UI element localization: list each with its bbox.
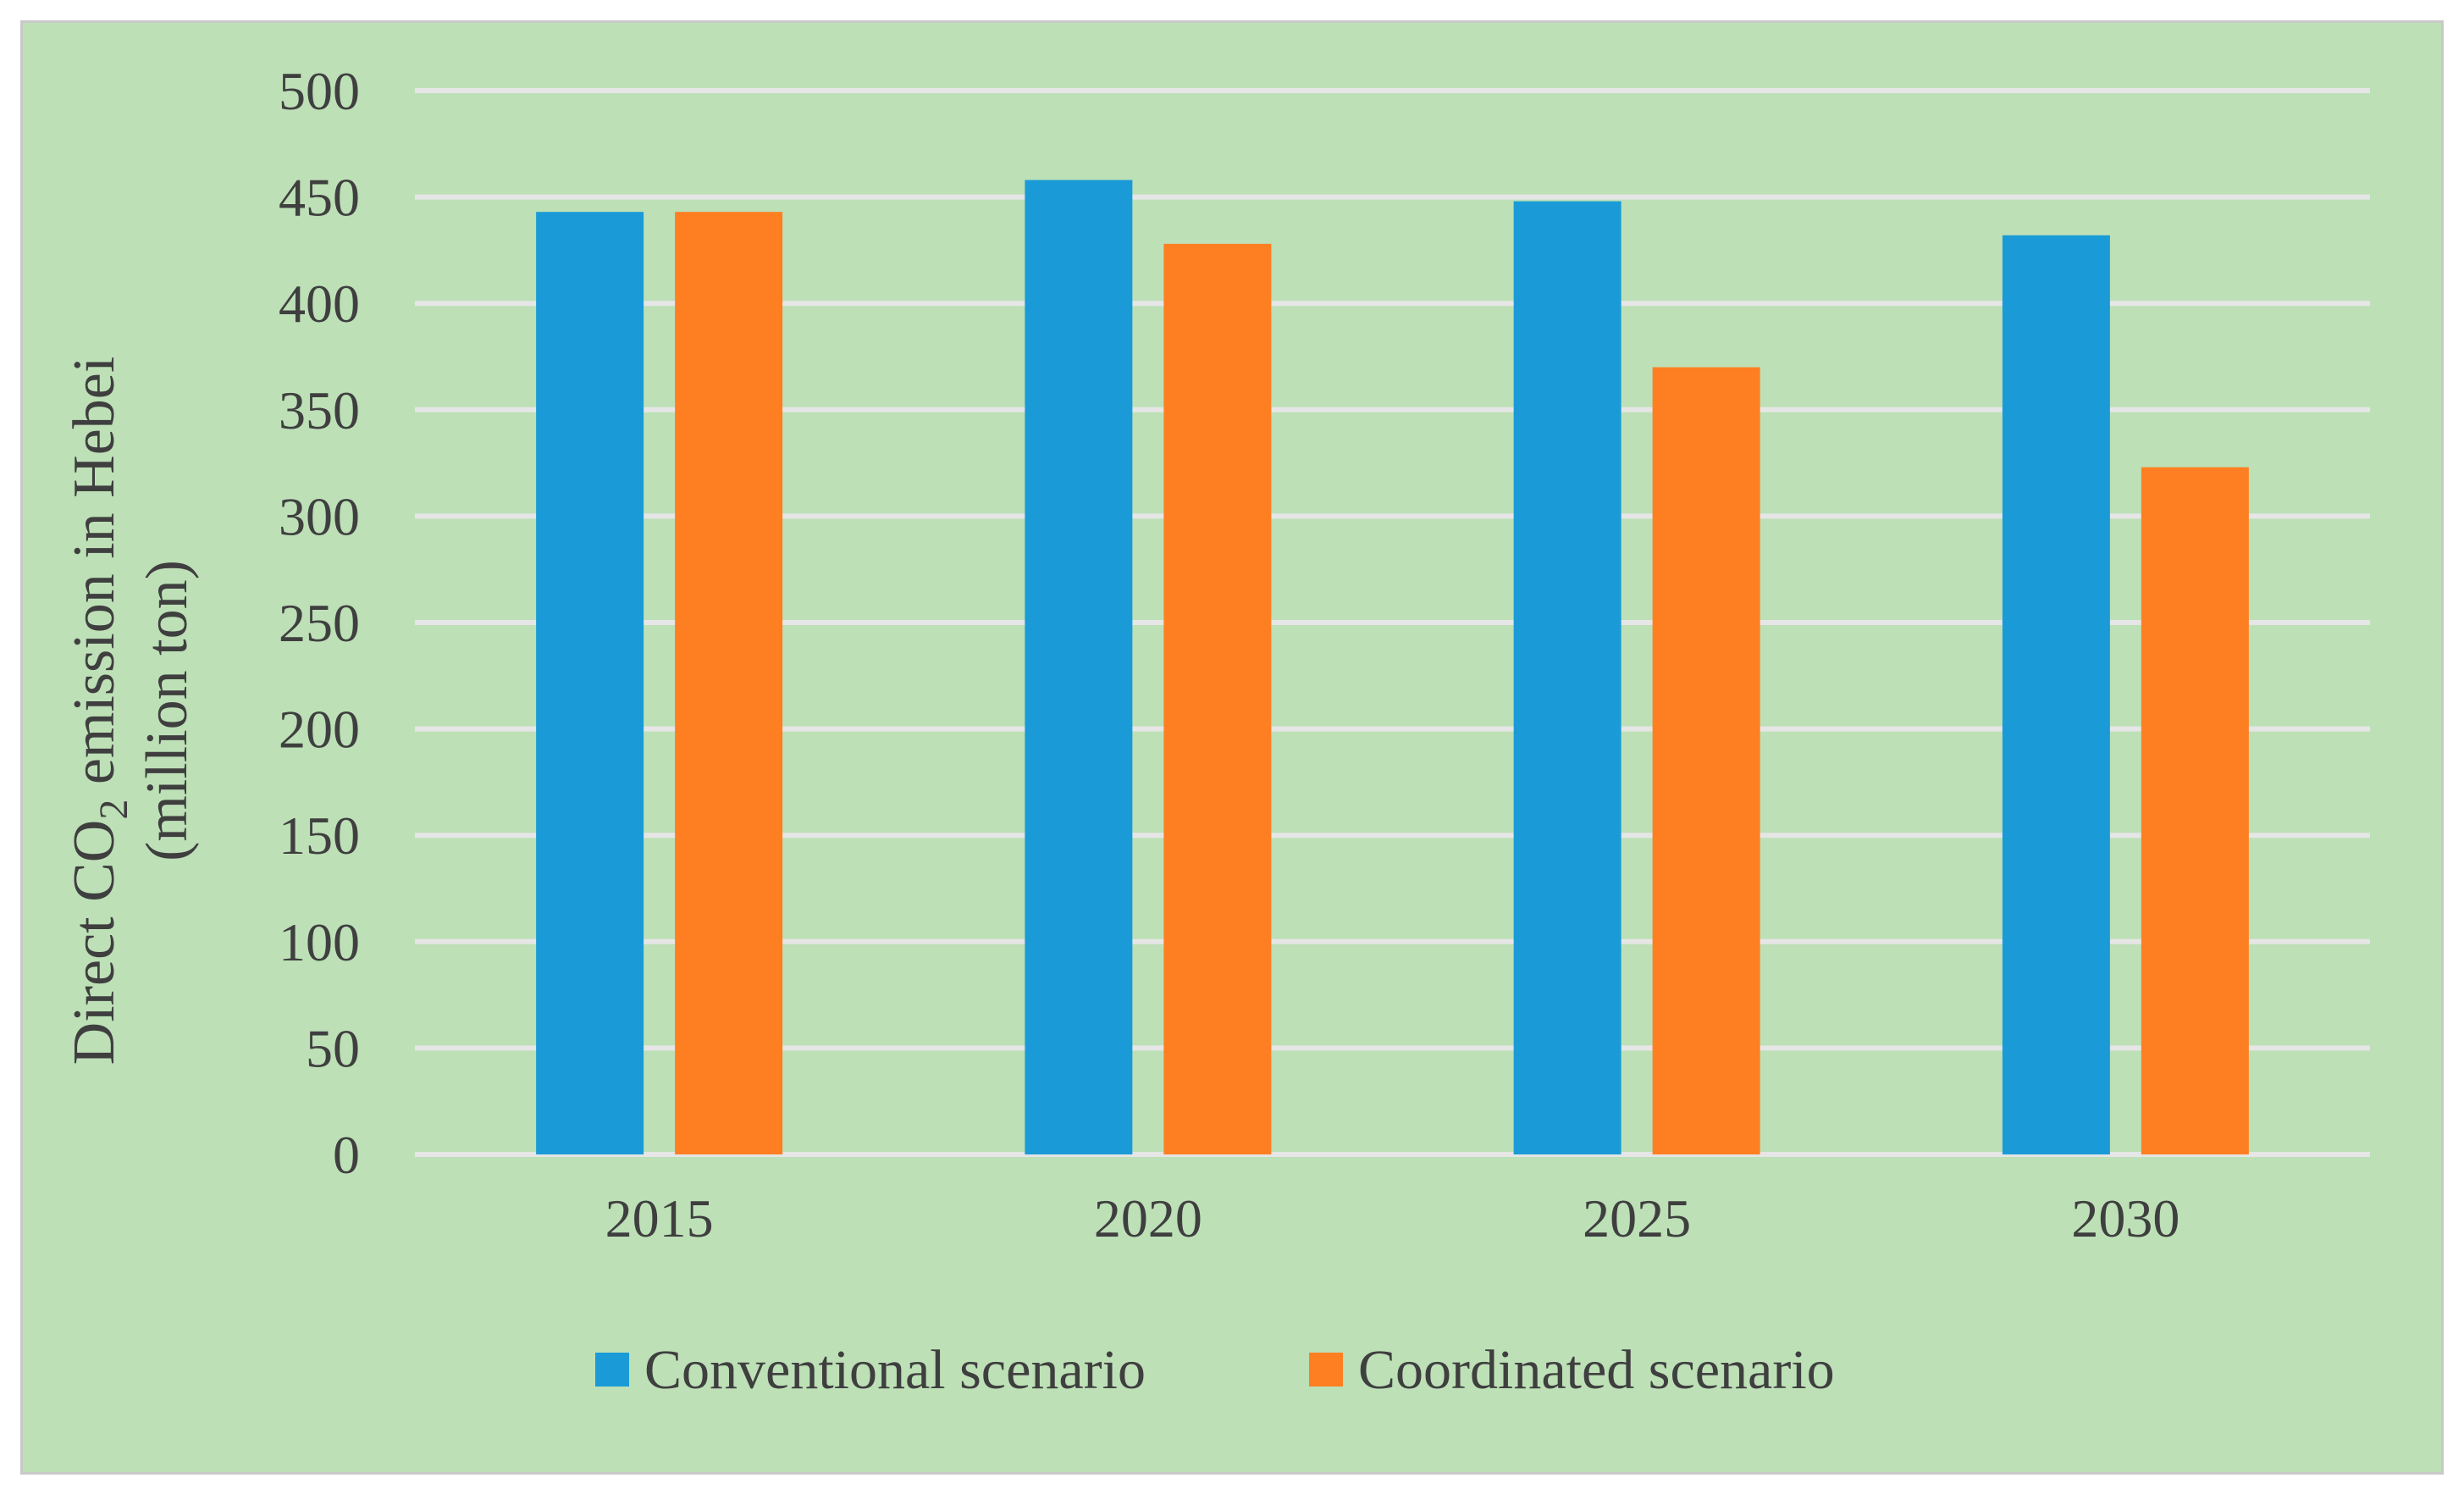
bar-coordinated-2020 bbox=[1163, 243, 1272, 1154]
bar-coordinated-2030 bbox=[2141, 467, 2249, 1154]
bar-coordinated-2025 bbox=[1652, 367, 1760, 1154]
y-axis-title-line2: (million ton) bbox=[135, 560, 200, 861]
x-tick-label: 2020 bbox=[1094, 1188, 1202, 1248]
y-tick-label: 350 bbox=[279, 380, 360, 440]
y-tick-label: 0 bbox=[333, 1125, 360, 1185]
legend-label-coordinated: Coordinated scenario bbox=[1358, 1339, 1835, 1401]
y-tick-label: 50 bbox=[306, 1018, 360, 1078]
y-tick-label: 300 bbox=[279, 486, 360, 546]
y-tick-label: 250 bbox=[279, 593, 360, 653]
bar-conventional-2020 bbox=[1025, 180, 1133, 1154]
y-axis-title-subscript: 2 bbox=[91, 800, 136, 820]
x-tick-label: 2015 bbox=[605, 1188, 714, 1248]
y-tick-label: 100 bbox=[279, 912, 360, 972]
bar-conventional-2025 bbox=[1513, 201, 1621, 1154]
y-tick-label: 150 bbox=[279, 805, 360, 866]
bars bbox=[536, 180, 2249, 1155]
y-tick-label: 500 bbox=[279, 61, 360, 121]
y-axis-title-line1: Direct CO2 emission in Hebei bbox=[62, 357, 136, 1065]
bar-conventional-2015 bbox=[536, 212, 644, 1155]
y-axis-title-suffix: emission in Hebei bbox=[62, 357, 127, 800]
y-axis-title-prefix: Direct CO bbox=[62, 820, 127, 1065]
legend-label-conventional: Conventional scenario bbox=[644, 1339, 1146, 1401]
y-tick-labels: 0 50 100 150 200 250 300 350 400 450 500 bbox=[279, 61, 360, 1185]
y-tick-label: 200 bbox=[279, 700, 360, 760]
chart-frame: 0 50 100 150 200 250 300 350 400 450 500 2015 2020 2… bbox=[20, 20, 2444, 1475]
bar-coordinated-2015 bbox=[675, 212, 783, 1155]
y-tick-label: 450 bbox=[279, 168, 360, 228]
legend-swatch-coordinated bbox=[1309, 1353, 1343, 1387]
legend: Conventional scenario Coordinated scenari… bbox=[595, 1339, 1835, 1401]
legend-swatch-conventional bbox=[595, 1353, 629, 1387]
bar-conventional-2030 bbox=[2002, 235, 2110, 1155]
x-tick-label: 2030 bbox=[2071, 1188, 2179, 1248]
y-tick-label: 400 bbox=[279, 274, 360, 334]
x-tick-label: 2025 bbox=[1583, 1188, 1691, 1248]
x-tick-labels: 2015 2020 2025 2030 bbox=[605, 1188, 2180, 1248]
y-axis-title: Direct CO2 emission in Hebei (million to… bbox=[62, 357, 200, 1065]
